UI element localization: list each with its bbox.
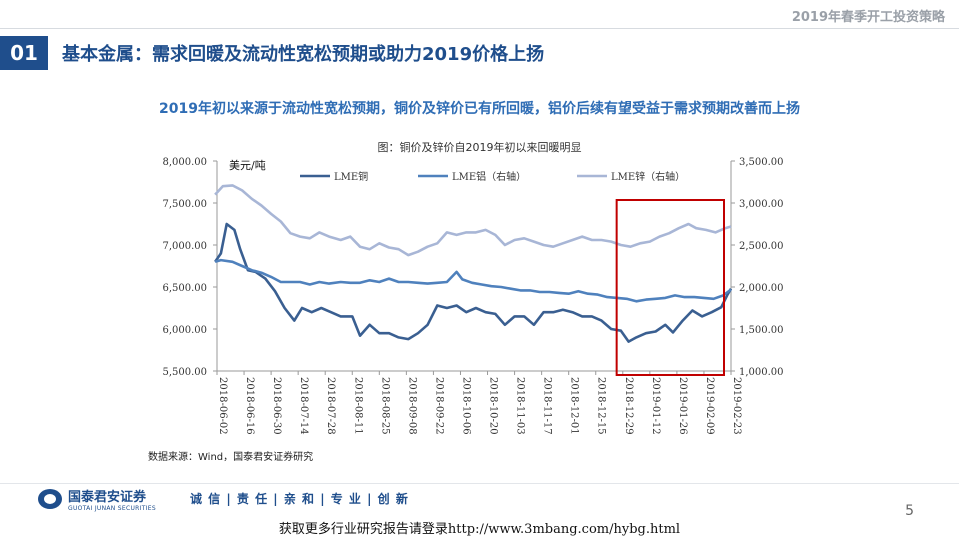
x-axis-tick-label: 2019-01-12 (650, 377, 661, 435)
footer-link-text[interactable]: 获取更多行业研究报告请登录http://www.3mbang.com/hybg.… (278, 522, 681, 537)
logo-emblem-icon (38, 489, 62, 509)
data-source-note: 数据来源：Wind，国泰君安证券研究 (148, 452, 314, 463)
unit-label: 美元/吨 (229, 159, 266, 172)
highlight-box (615, 199, 725, 376)
x-axis-tick-label: 2019-02-23 (731, 377, 742, 435)
series-line-2 (214, 184, 732, 257)
right-axis-tick-label: 1,000.00 (739, 367, 784, 378)
metals-price-chart: 8,000.00 7,500.00 7,000.00 6,500.00 6,000.00… (162, 157, 783, 435)
left-axis-tick-label: 5,500.00 (162, 367, 207, 378)
x-axis-tick-label: 2018-06-02 (217, 377, 228, 435)
series-line-0 (214, 222, 733, 343)
x-axis-tick-label: 2019-02-09 (704, 377, 715, 435)
left-axis-tick-label: 8,000.00 (162, 157, 207, 168)
x-axis-tick-label: 2018-07-14 (298, 377, 309, 435)
left-axis-tick-label: 7,500.00 (162, 199, 207, 210)
chart-overlay (615, 199, 725, 376)
header-divider (0, 28, 959, 29)
left-axis-tick-label: 6,000.00 (162, 325, 207, 336)
x-axis-tick-label: 2018-10-20 (488, 377, 499, 435)
section-number-badge: 01 (0, 36, 48, 70)
x-axis-tick-label: 2019-01-26 (677, 377, 688, 435)
x-axis-tick-label: 2018-08-25 (379, 377, 390, 435)
section-title: 基本金属：需求回暖及流动性宽松预期或助力2019价格上扬 (62, 44, 545, 65)
slide-subtitle: 2019年初以来源于流动性宽松预期，铜价及锌价已有所回暖，铝价后续有望受益于需求… (159, 101, 800, 117)
page-number: 5 (905, 503, 914, 519)
chart-title: 图：铜价及锌价自2019年初以来回暖明显 (377, 141, 582, 154)
left-axis-tick-label: 7,000.00 (162, 241, 207, 252)
chart-axes: 8,000.00 7,500.00 7,000.00 6,500.00 6,000.00… (162, 157, 783, 435)
footer-divider (0, 483, 959, 484)
x-axis-tick-label: 2018-09-22 (433, 377, 444, 435)
x-axis-tick-label: 2018-06-16 (244, 377, 255, 435)
x-axis-tick-label: 2018-12-29 (623, 377, 634, 435)
logo-chinese-name: 国泰君安证券 (68, 490, 147, 505)
right-axis-tick-label: 1,500.00 (739, 325, 784, 336)
report-title: 2019年春季开工投资策略 (791, 10, 945, 25)
left-axis-tick-label: 6,500.00 (162, 283, 207, 294)
right-axis-tick-label: 3,000.00 (739, 199, 784, 210)
legend-label-0: LME铜 (334, 171, 368, 183)
logo-english-name: GUOTAI JUNAN SECURITIES (68, 505, 156, 512)
chart-lines (214, 184, 733, 343)
x-axis-tick-label: 2018-11-03 (515, 377, 526, 435)
x-axis-tick-label: 2018-06-30 (271, 377, 282, 435)
x-axis-tick-label: 2018-12-15 (596, 377, 607, 435)
series-line-1 (214, 258, 732, 303)
legend-label-1: LME铝（右轴） (452, 170, 526, 183)
chart-legend: LME铜 LME铝（右轴） LME锌（右轴） (300, 170, 685, 183)
x-axis-tick-label: 2018-12-01 (569, 377, 580, 435)
company-slogan: 诚 信 | 责 任 | 亲 和 | 专 业 | 创 新 (190, 492, 409, 506)
x-axis-tick-label: 2018-08-11 (352, 377, 363, 435)
right-axis-tick-label: 3,500.00 (739, 157, 784, 168)
right-axis-tick-label: 2,500.00 (739, 241, 784, 252)
x-axis-tick-label: 2018-10-06 (460, 377, 471, 435)
right-axis-tick-label: 2,000.00 (739, 283, 784, 294)
legend-label-2: LME锌（右轴） (611, 170, 685, 183)
x-axis-tick-label: 2018-11-17 (542, 377, 553, 435)
x-axis-tick-label: 2018-07-28 (325, 377, 336, 435)
company-logo: 国泰君安证券 GUOTAI JUNAN SECURITIES (38, 486, 156, 512)
x-axis-tick-label: 2018-09-08 (406, 377, 417, 435)
